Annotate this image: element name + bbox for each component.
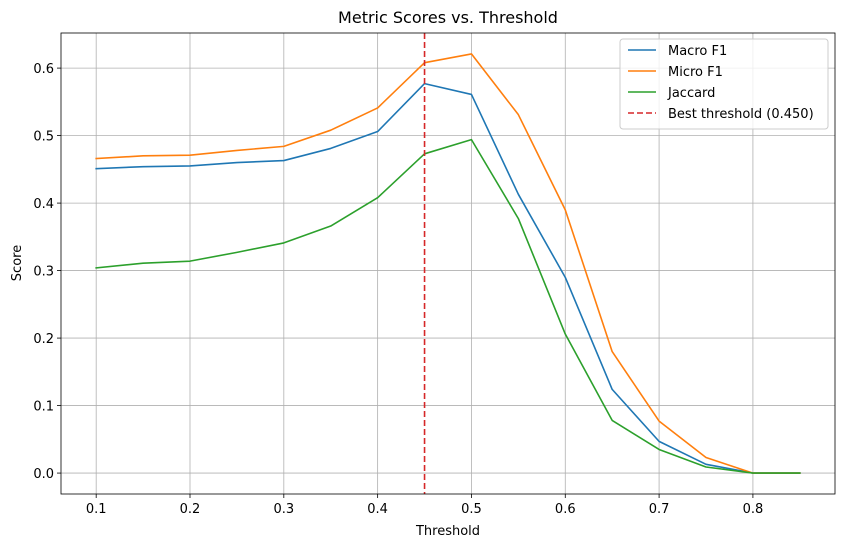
y-tick-label: 0.0 xyxy=(33,467,54,482)
x-tick-label: 0.4 xyxy=(367,502,388,517)
x-tick-label: 0.6 xyxy=(555,502,576,517)
y-tick-label: 0.5 xyxy=(33,130,54,145)
series-line-macro-f1 xyxy=(95,82,801,474)
x-tick-label: 0.1 xyxy=(86,502,107,517)
x-tick-label: 0.3 xyxy=(273,502,294,517)
y-axis-label: Score xyxy=(10,245,25,281)
legend-box xyxy=(619,38,829,130)
y-tick-label: 0.4 xyxy=(33,197,54,212)
legend-label: Micro F1 xyxy=(668,65,723,80)
legend-items: Macro F1 Micro F1 Jaccard Best threshold (0… xyxy=(628,44,814,122)
series-line-micro-f1 xyxy=(95,53,801,474)
x-tick-label: 0.5 xyxy=(461,502,482,517)
legend-label: Macro F1 xyxy=(668,44,727,59)
x-tick-label: 0.7 xyxy=(649,502,670,517)
legend-label: Best threshold (0.450) xyxy=(668,107,814,122)
series-lines xyxy=(95,53,801,474)
ticks: 0.1 0.2 0.3 0.4 0.5 0.6 0.7 0.8 0.0 0.1 0.2 0.3 0.4 0… xyxy=(33,62,763,517)
y-tick-label: 0.1 xyxy=(33,400,54,415)
plot-frame xyxy=(60,32,836,495)
chart-title: Metric Scores vs. Threshold xyxy=(338,8,558,27)
series-line-jaccard xyxy=(95,138,801,474)
y-tick-label: 0.6 xyxy=(33,62,54,77)
legend-label: Jaccard xyxy=(667,86,715,101)
legend: Macro F1 Micro F1 Jaccard Best threshold (0… xyxy=(619,38,829,130)
x-tick-label: 0.8 xyxy=(743,502,764,517)
x-tick-label: 0.2 xyxy=(180,502,201,517)
x-axis-label: Threshold xyxy=(415,524,480,539)
grid xyxy=(61,33,835,494)
y-tick-label: 0.2 xyxy=(33,332,54,347)
y-tick-label: 0.3 xyxy=(33,265,54,280)
